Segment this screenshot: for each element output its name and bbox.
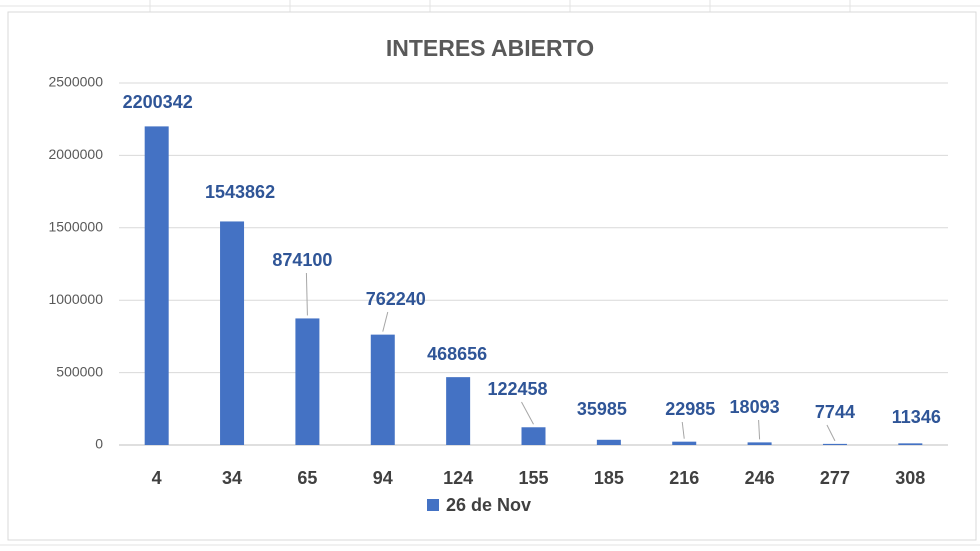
- leader-line: [382, 311, 389, 332]
- bar: [596, 439, 621, 445]
- chart-area: [7, 11, 977, 541]
- data-label: 2200342: [123, 92, 193, 112]
- x-tick-label: 308: [895, 468, 925, 488]
- data-label: 7744: [815, 402, 855, 422]
- x-tick-label: 216: [669, 468, 699, 488]
- legend-label: 26 de Nov: [446, 495, 531, 515]
- data-label: 122458: [487, 379, 547, 399]
- y-tick-label: 0: [95, 436, 103, 452]
- data-label: 11346: [892, 407, 941, 427]
- x-tick-label: 124: [443, 468, 473, 488]
- y-tick-label: 1500000: [48, 219, 103, 235]
- data-label: 22985: [665, 399, 715, 419]
- data-label: 468656: [427, 344, 487, 364]
- x-tick-label: 94: [373, 468, 393, 488]
- leader-line: [305, 272, 308, 316]
- x-tick-label: 155: [518, 468, 548, 488]
- x-tick-label: 65: [297, 468, 317, 488]
- data-label: 18093: [730, 397, 780, 417]
- bar: [822, 443, 847, 445]
- y-tick-label: 2500000: [48, 74, 103, 90]
- x-tick-label: 185: [594, 468, 624, 488]
- data-label: 874100: [272, 250, 332, 270]
- x-tick-label: 4: [152, 468, 162, 488]
- bar: [747, 442, 772, 445]
- x-tick-label: 246: [745, 468, 775, 488]
- y-tick-label: 1000000: [48, 291, 103, 307]
- leader-line: [521, 401, 534, 425]
- bar: [521, 427, 546, 445]
- data-label: 1543862: [205, 182, 275, 202]
- leader-line: [681, 421, 685, 439]
- x-tick-label: 277: [820, 468, 850, 488]
- chart-title: INTERES ABIERTO: [386, 35, 594, 61]
- bar: [295, 318, 320, 445]
- leader-line: [826, 424, 836, 442]
- data-label: 35985: [577, 399, 627, 419]
- bar: [370, 334, 395, 445]
- legend-swatch: [427, 499, 439, 511]
- y-tick-label: 500000: [56, 363, 103, 379]
- data-label: 762240: [366, 289, 426, 309]
- bar: [220, 221, 245, 445]
- bar: [672, 441, 697, 445]
- bar: [446, 377, 471, 445]
- y-tick-label: 2000000: [48, 146, 103, 162]
- bar: [898, 443, 923, 445]
- leader-line: [758, 419, 761, 440]
- x-tick-label: 34: [222, 468, 242, 488]
- bar: [144, 126, 169, 446]
